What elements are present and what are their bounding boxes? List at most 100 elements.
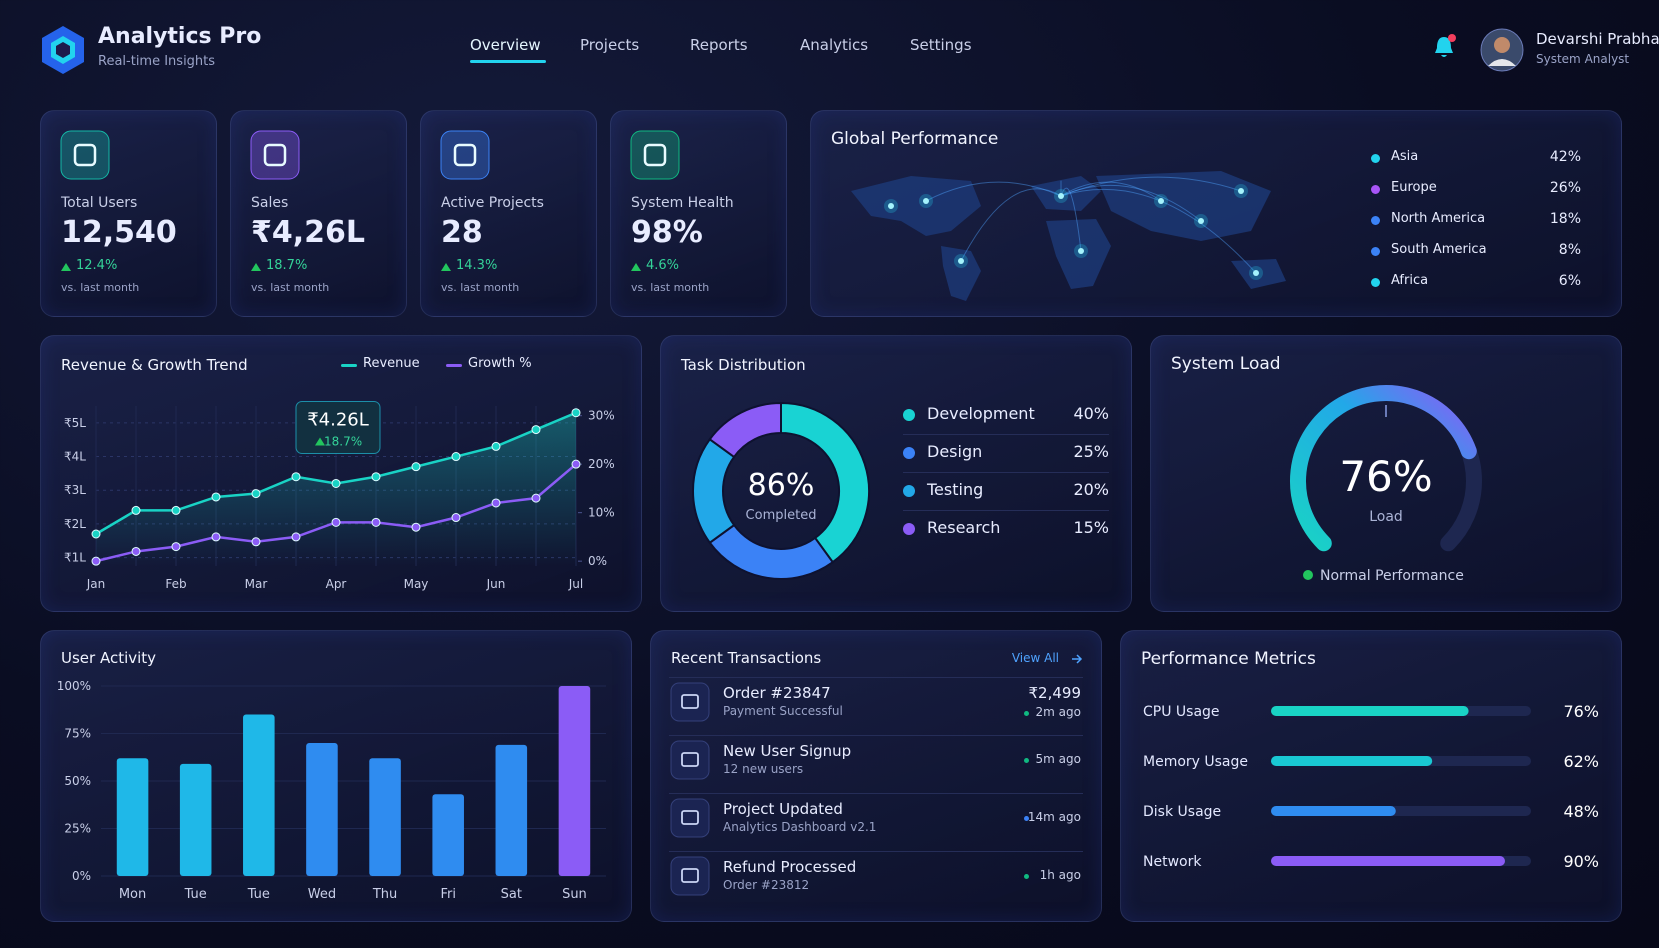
y2-tick-label: 30%	[588, 409, 615, 423]
x-tick-label: Tue	[247, 887, 270, 902]
view-all-link[interactable]: View All	[1011, 651, 1059, 665]
y-tick-label: ₹4L	[64, 450, 86, 464]
series-point	[131, 505, 141, 515]
region-share: 6%	[1558, 273, 1581, 289]
up-arrow-icon	[251, 263, 261, 271]
system-load-card: System Load 76% Load Normal Performance	[1150, 335, 1622, 612]
kpi-value: 12,540	[61, 215, 177, 250]
region-dot	[1371, 278, 1380, 287]
map-node	[1058, 193, 1064, 199]
series-point	[451, 513, 461, 523]
x-tick-label: Mon	[119, 887, 146, 902]
region-dot	[1371, 247, 1380, 256]
legend-divider	[903, 472, 1109, 473]
continent-europe	[1031, 176, 1101, 211]
metric-label: Memory Usage	[1143, 754, 1248, 770]
series-point	[571, 459, 581, 469]
bar	[558, 686, 591, 876]
x-tick-label: Wed	[308, 887, 336, 902]
donut-center-label: Completed	[746, 508, 817, 523]
bell-icon	[1435, 37, 1453, 57]
metrics-chart: CPU Usage 76% Memory Usage 62% Disk Usage 48%…	[1143, 702, 1599, 871]
bar-chart: 0% 25% 50% 75% 100% Mon Tue Tue Wed Thu Fri Sat Sun	[57, 679, 606, 902]
icon-glyph	[681, 810, 699, 825]
legend-divider	[903, 510, 1109, 511]
value-label: 62%	[1563, 752, 1599, 771]
region-dot	[1371, 154, 1380, 163]
metric-bar	[1271, 706, 1469, 716]
series-point	[491, 498, 501, 508]
nav-link[interactable]: Settings	[910, 36, 972, 54]
legend-swatch	[341, 364, 357, 367]
kpi-value: ₹4,26L	[251, 215, 366, 250]
nav-link[interactable]: Reports	[690, 36, 748, 54]
y-tick-label: ₹1L	[64, 551, 86, 565]
legend-dot	[903, 409, 915, 421]
legend-dot	[903, 447, 915, 459]
series-point	[451, 452, 461, 462]
series-point	[331, 478, 341, 488]
region-name: Asia	[1391, 149, 1419, 164]
kpi-card: System Health 98% 4.6% vs. last month	[610, 110, 787, 317]
y-tick-label: 75%	[64, 727, 91, 741]
metric-label: CPU Usage	[1143, 704, 1220, 720]
kpi-label: Active Projects	[441, 195, 544, 211]
kpi-label: System Health	[631, 195, 734, 211]
avatar-head	[1494, 37, 1510, 53]
status-dot	[1303, 570, 1313, 580]
kpi-icon	[630, 130, 680, 180]
region-share: 42%	[1549, 149, 1581, 165]
bar	[369, 758, 401, 876]
card-title: Revenue & Growth Trend	[61, 356, 248, 374]
notification-bell	[1435, 34, 1456, 57]
brand-logo	[42, 26, 84, 74]
nav-link[interactable]: Overview	[470, 36, 541, 54]
nav-underline	[470, 60, 546, 63]
kpi-label: Sales	[251, 195, 289, 211]
status-dot	[1024, 816, 1029, 821]
map-arc	[1060, 181, 1162, 202]
metric-bar	[1271, 756, 1433, 766]
nav-link[interactable]: Analytics	[800, 36, 869, 54]
series-point	[531, 425, 541, 435]
series-point	[211, 492, 221, 502]
y-tick-label: 25%	[64, 822, 91, 836]
status-dot	[1024, 758, 1029, 763]
tooltip-arrow	[315, 437, 325, 446]
bar	[306, 743, 338, 876]
tooltip-change: 18.7%	[324, 434, 362, 448]
x-tick-label: Fri	[440, 887, 456, 902]
bar	[116, 758, 149, 876]
status-dot	[1024, 874, 1029, 879]
brand-name: Analytics Pro	[98, 24, 262, 49]
transaction-time: 1h ago	[1039, 868, 1081, 882]
continent-north-america	[851, 176, 981, 236]
icon-glyph	[681, 694, 699, 709]
metric-label: Network	[1143, 854, 1202, 870]
nav-link[interactable]: Projects	[580, 36, 640, 54]
up-arrow-icon	[441, 263, 451, 271]
row-divider	[669, 851, 1083, 852]
status-label: Normal Performance	[1320, 568, 1464, 584]
kpi-label: Total Users	[61, 195, 138, 211]
series-point	[331, 517, 341, 527]
y-tick-label: ₹5L	[64, 416, 86, 430]
transaction-icon	[670, 682, 710, 722]
map-arc	[1060, 176, 1242, 197]
kpi-value: 98%	[631, 215, 703, 250]
x-tick-label: Apr	[326, 577, 347, 591]
card-title: System Load	[1171, 354, 1281, 374]
legend-swatch	[446, 364, 462, 367]
kpi-card: Active Projects 28 14.3% vs. last month	[420, 110, 597, 317]
x-tick-label: Feb	[165, 577, 186, 591]
value-label: 90%	[1563, 852, 1599, 871]
series-point	[251, 489, 261, 499]
series-point	[371, 517, 381, 527]
legend-divider	[903, 434, 1109, 435]
bar	[432, 794, 464, 876]
value-label: 25%	[1073, 442, 1109, 461]
kpi-icon-bg	[60, 130, 110, 180]
kpi-icon	[440, 130, 490, 180]
gauge-value-arc	[1290, 385, 1477, 552]
gauge-label: Load	[1369, 509, 1403, 525]
